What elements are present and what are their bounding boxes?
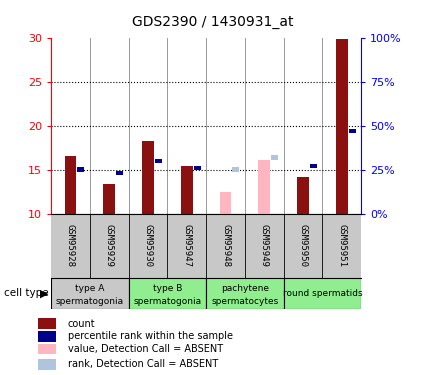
Bar (38, 331, 57, 342)
Text: type A: type A (75, 284, 105, 293)
Bar (90, 38, 128, 214)
Text: ▶: ▶ (40, 288, 49, 298)
Bar (284, 278, 361, 309)
Bar (38, 318, 57, 329)
Text: GSM95930: GSM95930 (144, 224, 153, 267)
Bar (128, 278, 206, 309)
Text: spermatogonia: spermatogonia (56, 297, 124, 306)
Text: round spermatids: round spermatids (283, 289, 362, 298)
Bar (181, 166, 193, 214)
Bar (128, 38, 167, 214)
Text: pachytene: pachytene (221, 284, 269, 293)
Text: spermatocytes: spermatocytes (211, 297, 278, 306)
Bar (167, 38, 206, 214)
Bar (220, 192, 231, 214)
Bar (142, 141, 154, 214)
Bar (258, 160, 270, 214)
Text: GSM95929: GSM95929 (105, 224, 113, 267)
Bar (336, 39, 348, 214)
Text: type B: type B (153, 284, 182, 293)
Text: GSM95948: GSM95948 (221, 224, 230, 267)
Bar (38, 359, 57, 369)
Bar (323, 38, 361, 214)
Bar (232, 168, 239, 172)
Text: GSM95928: GSM95928 (66, 224, 75, 267)
Bar (310, 164, 317, 168)
Text: percentile rank within the sample: percentile rank within the sample (68, 332, 232, 341)
Bar (284, 38, 323, 214)
Bar (65, 156, 76, 214)
Text: cell type: cell type (4, 288, 49, 298)
Bar (77, 168, 84, 172)
Text: GSM95950: GSM95950 (299, 224, 308, 267)
Bar (38, 344, 57, 354)
Text: GSM95949: GSM95949 (260, 224, 269, 267)
Bar (206, 278, 284, 309)
Bar (349, 129, 356, 133)
Text: rank, Detection Call = ABSENT: rank, Detection Call = ABSENT (68, 359, 218, 369)
Bar (297, 177, 309, 214)
Text: GDS2390 / 1430931_at: GDS2390 / 1430931_at (132, 15, 293, 29)
Bar (51, 278, 128, 309)
Bar (116, 171, 123, 176)
Text: GSM95947: GSM95947 (182, 224, 191, 267)
Text: spermatogonia: spermatogonia (133, 297, 201, 306)
Bar (194, 166, 201, 170)
Bar (245, 38, 284, 214)
Text: GSM95951: GSM95951 (337, 224, 346, 267)
Bar (103, 184, 115, 214)
Bar (206, 38, 245, 214)
Bar (271, 155, 278, 159)
Bar (51, 38, 90, 214)
Bar (155, 159, 162, 163)
Text: count: count (68, 319, 95, 328)
Text: value, Detection Call = ABSENT: value, Detection Call = ABSENT (68, 344, 223, 354)
